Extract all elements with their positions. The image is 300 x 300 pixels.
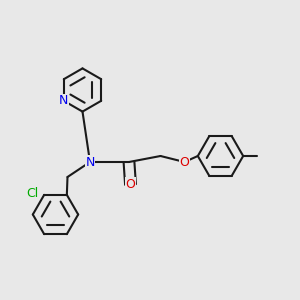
Text: O: O	[180, 155, 189, 169]
Text: O: O	[126, 178, 135, 191]
Text: N: N	[85, 155, 95, 169]
Text: N: N	[59, 94, 68, 107]
Text: Cl: Cl	[26, 187, 38, 200]
